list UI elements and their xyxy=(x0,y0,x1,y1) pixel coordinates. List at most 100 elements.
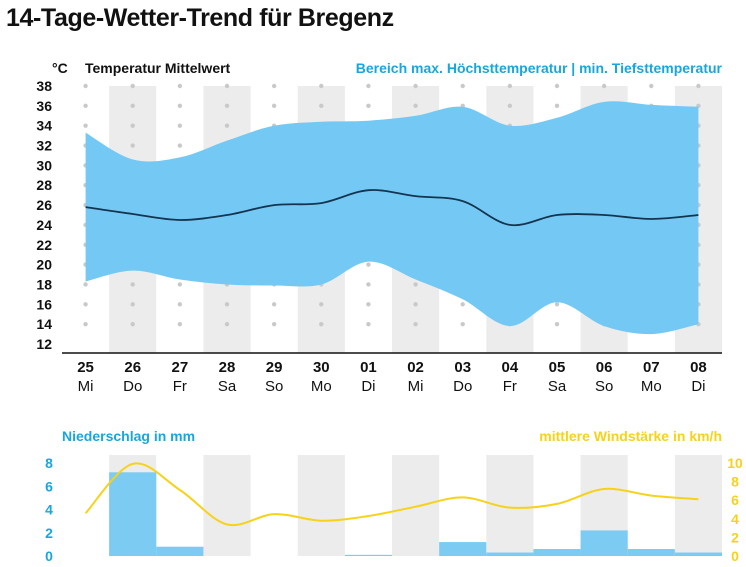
weekday-label: Mo xyxy=(311,378,332,395)
precip-tick-label: 2 xyxy=(45,525,53,541)
precip-tick-label: 6 xyxy=(45,478,53,494)
wind-tick-label: 2 xyxy=(731,529,739,545)
grid-dot xyxy=(319,103,324,109)
precipitation-bar xyxy=(109,472,157,556)
temp-tick-label: 12 xyxy=(36,336,52,352)
temp-tick-label: 22 xyxy=(36,237,52,253)
precip-tick-label: 4 xyxy=(45,502,53,518)
day-number-label: 26 xyxy=(124,359,141,376)
grid-dot xyxy=(507,103,513,109)
grid-dot xyxy=(601,83,607,89)
grid-dot xyxy=(460,302,465,307)
grid-dot xyxy=(649,83,654,89)
grid-dot xyxy=(413,83,418,89)
grid-dot xyxy=(224,103,230,109)
temp-tick-label: 34 xyxy=(36,118,52,134)
temp-tick-label: 28 xyxy=(36,177,52,193)
day-number-label: 25 xyxy=(77,359,94,376)
day-number-label: 07 xyxy=(643,359,660,376)
day-number-label: 27 xyxy=(172,359,189,376)
temp-tick-label: 30 xyxy=(36,157,52,173)
grid-dot xyxy=(319,321,324,327)
grid-dot xyxy=(507,83,513,89)
day-number-label: 01 xyxy=(360,359,377,376)
grid-dot xyxy=(177,83,183,89)
day-number-label: 03 xyxy=(454,359,471,376)
day-number-label: 28 xyxy=(219,359,236,376)
grid-dot xyxy=(130,302,135,307)
weekday-label: Sa xyxy=(218,378,237,395)
precip-stripe xyxy=(674,455,722,556)
legend-temperature-range: Bereich max. Höchsttemperatur | min. Tie… xyxy=(356,60,723,76)
grid-dot xyxy=(83,83,88,89)
precipitation-bar xyxy=(344,554,392,556)
temp-tick-label: 36 xyxy=(36,98,52,114)
grid-dot xyxy=(366,321,371,327)
precip-stripe xyxy=(486,455,534,556)
grid-dot xyxy=(177,321,183,327)
precipitation-bar xyxy=(627,549,675,556)
grid-dot xyxy=(83,123,88,128)
grid-dot xyxy=(83,302,88,307)
grid-dot xyxy=(366,282,371,287)
day-number-label: 29 xyxy=(266,359,283,376)
grid-dot xyxy=(224,123,230,128)
grid-dot xyxy=(554,321,560,327)
day-number-label: 04 xyxy=(502,359,519,376)
precipitation-title: Niederschlag in mm xyxy=(62,428,195,444)
temperature-y-axis-ticks: 12 14 16 18 20 22 24 26 28 30 32 34 36 38 xyxy=(36,78,52,352)
grid-dot xyxy=(366,83,371,89)
grid-dot xyxy=(130,83,135,89)
temperature-range-band xyxy=(85,101,699,335)
precip-stripe xyxy=(392,455,440,556)
precip-tick-label: 8 xyxy=(45,455,53,471)
weekday-label: So xyxy=(265,378,283,395)
day-number-label: 06 xyxy=(596,359,613,376)
grid-dot xyxy=(413,103,418,109)
precip-tick-label: 0 xyxy=(45,548,53,564)
weekday-label: Di xyxy=(691,378,705,395)
weekday-label: Sa xyxy=(548,378,567,395)
grid-dot xyxy=(130,123,135,128)
temp-tick-label: 24 xyxy=(36,217,52,233)
day-number-label: 08 xyxy=(690,359,707,376)
grid-dot xyxy=(224,83,230,89)
wind-title: mittlere Windstärke in km/h xyxy=(539,428,722,444)
day-number-label: 02 xyxy=(407,359,424,376)
grid-dot xyxy=(271,83,277,89)
precipitation-background-stripes xyxy=(109,455,722,556)
temp-tick-label: 38 xyxy=(36,78,52,94)
weekday-label: Mo xyxy=(641,378,662,395)
weekday-label: So xyxy=(595,378,613,395)
wind-speed-line xyxy=(84,462,699,527)
grid-dot xyxy=(271,302,277,307)
temp-tick-label: 14 xyxy=(36,316,52,332)
weekday-label: Di xyxy=(361,378,375,395)
page-title: 14-Tage-Wetter-Trend für Bregenz xyxy=(6,4,394,32)
temperature-unit-label: °C xyxy=(52,60,68,76)
temp-tick-label: 26 xyxy=(36,197,52,213)
grid-dot xyxy=(83,282,88,287)
precipitation-y-axis-ticks: 0 2 4 6 8 xyxy=(45,455,53,564)
grid-dot xyxy=(554,83,560,89)
grid-dot xyxy=(413,302,418,307)
grid-dot xyxy=(366,262,371,267)
grid-dot xyxy=(366,103,371,109)
temp-tick-label: 16 xyxy=(36,296,52,312)
precipitation-bars xyxy=(109,472,722,556)
legend-mean-temperature: Temperatur Mittelwert xyxy=(85,60,231,76)
precipitation-bar xyxy=(439,542,487,556)
grid-dot xyxy=(319,302,324,307)
day-number-label: 30 xyxy=(313,359,330,376)
grid-dot xyxy=(83,103,88,109)
weekday-label: Mi xyxy=(408,378,424,395)
wind-tick-label: 8 xyxy=(731,474,739,490)
precip-stripe xyxy=(297,455,345,556)
weekday-label: Fr xyxy=(173,378,187,395)
grid-dot xyxy=(413,282,418,287)
weekday-label: Fr xyxy=(503,378,517,395)
precipitation-bar xyxy=(580,530,628,556)
grid-dot xyxy=(130,143,135,148)
grid-dot xyxy=(224,321,230,327)
